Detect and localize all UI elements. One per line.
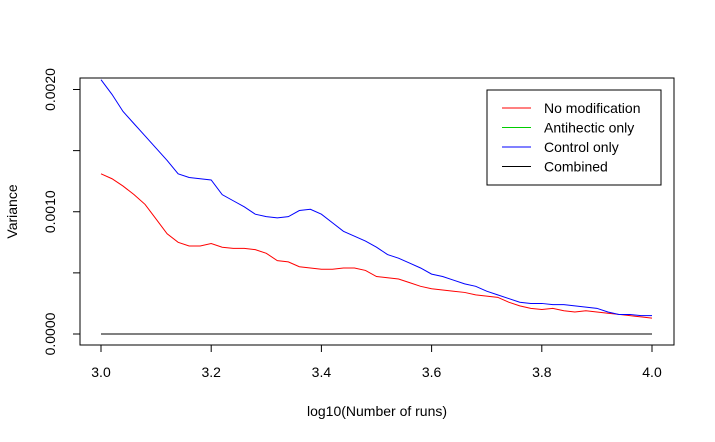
y-tick-label: 0.0000 bbox=[42, 312, 58, 355]
legend: No modification Antihectic only Control on… bbox=[486, 89, 662, 186]
y-axis-label: Variance bbox=[4, 184, 20, 238]
legend-label: Antihectic only bbox=[544, 120, 634, 136]
x-tick-label: 3.0 bbox=[91, 364, 111, 380]
x-tick-label: 3.2 bbox=[201, 364, 221, 380]
legend-label: No modification bbox=[544, 100, 641, 116]
x-axis: 3.0 3.2 3.4 3.6 3.8 4.0 bbox=[91, 344, 662, 380]
series-layer bbox=[100, 79, 653, 335]
y-tick-label: 0.0010 bbox=[42, 190, 58, 233]
x-tick-label: 4.0 bbox=[642, 364, 662, 380]
y-axis: 0.0000 0.0010 0.0020 bbox=[42, 68, 81, 355]
series-line-no-modification bbox=[100, 173, 653, 319]
x-axis-label: log10(Number of runs) bbox=[307, 403, 447, 419]
x-tick-label: 3.6 bbox=[422, 364, 442, 380]
x-tick-label: 3.8 bbox=[532, 364, 552, 380]
series-line-control-only bbox=[100, 79, 652, 317]
legend-label: Control only bbox=[544, 139, 619, 155]
x-tick-label: 3.4 bbox=[312, 364, 332, 380]
y-tick-label: 0.0020 bbox=[42, 68, 58, 111]
legend-label: Combined bbox=[544, 159, 608, 175]
legend-box bbox=[486, 89, 662, 186]
